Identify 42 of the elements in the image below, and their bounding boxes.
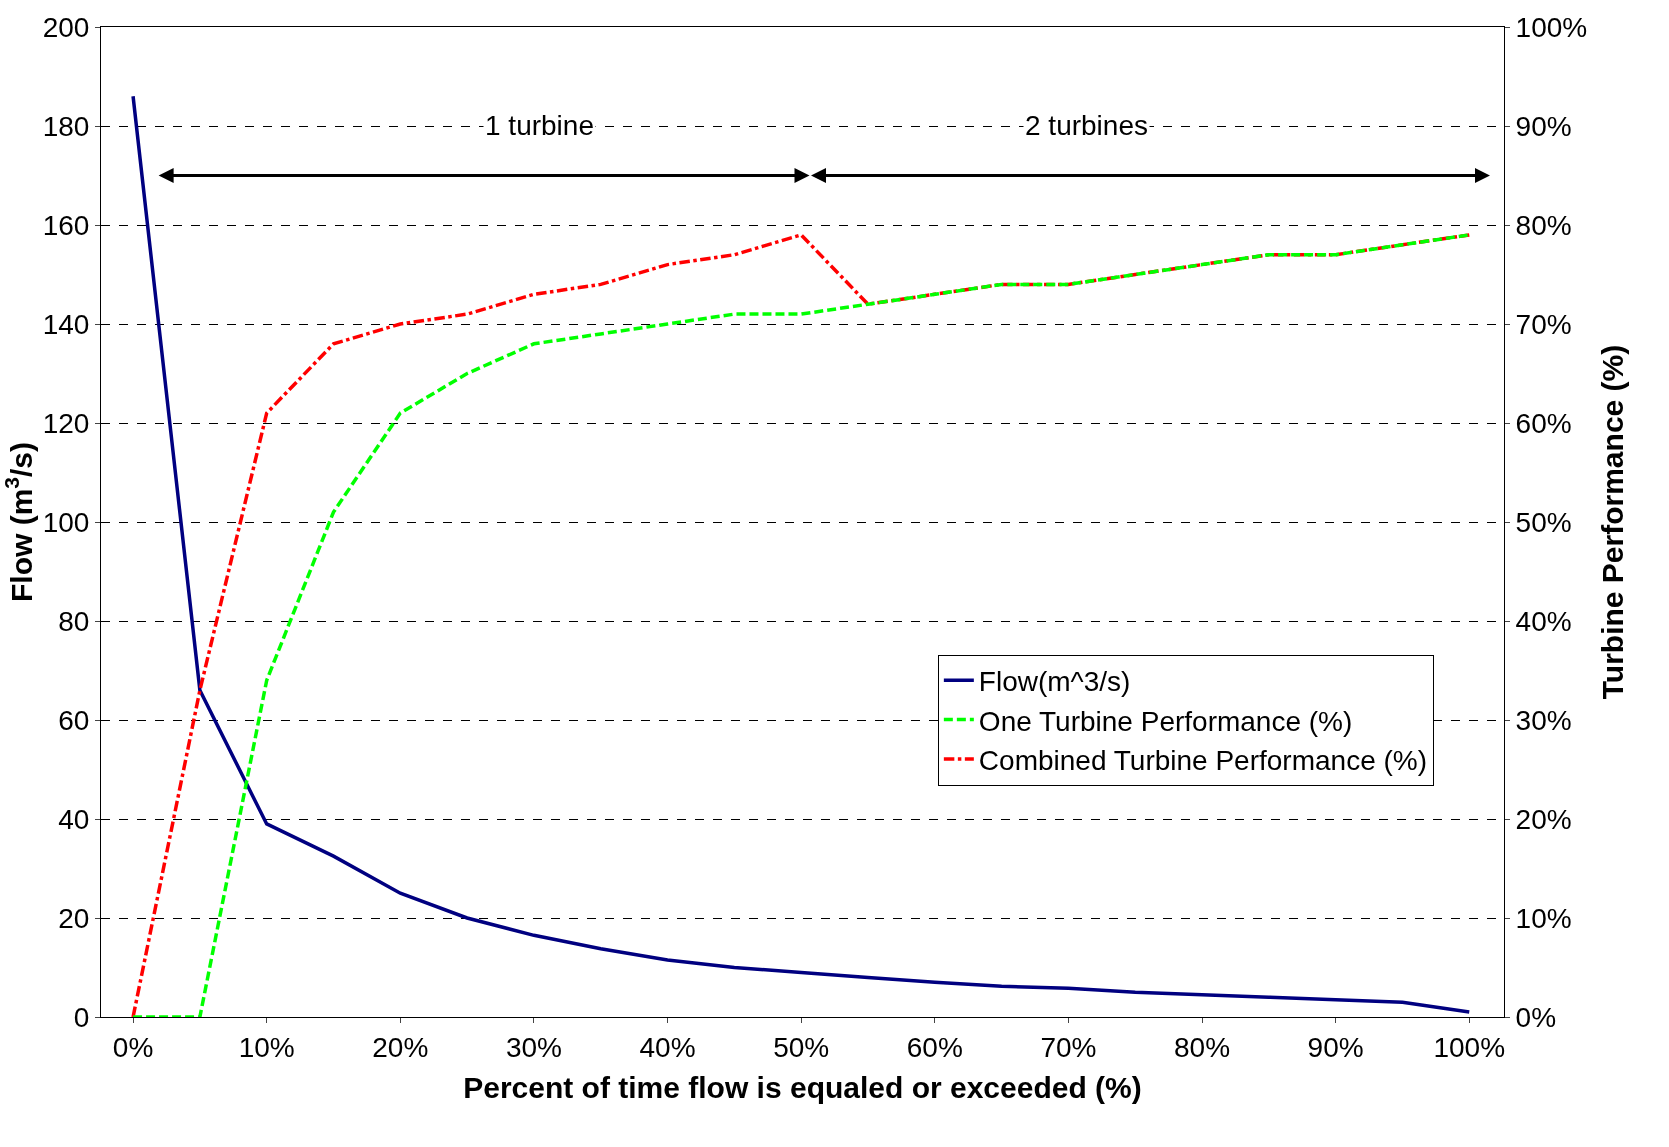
- y2-tick-label: 20%: [1515, 803, 1572, 835]
- y2-tick-label: 70%: [1515, 308, 1572, 340]
- y2-tick-label: 50%: [1515, 506, 1572, 538]
- y2-axis-title: Turbine Performance (%): [1595, 344, 1629, 700]
- y-tick-label: 100: [42, 506, 90, 538]
- x-tick-label: 80%: [1174, 1031, 1231, 1063]
- x-tick-label: 50%: [773, 1031, 830, 1063]
- y2-tick-label: 60%: [1515, 407, 1572, 439]
- y-tick-label: 200: [42, 11, 90, 43]
- line-series: [131, 233, 1472, 1017]
- x-tick-label: 70%: [1040, 1031, 1097, 1063]
- legend-label: Flow(m^3/s): [978, 666, 1131, 698]
- x-tick-label: 100%: [1433, 1031, 1506, 1063]
- legend-label: Combined Turbine Performance (%): [978, 744, 1428, 776]
- y2-tick-label: 10%: [1515, 902, 1572, 934]
- x-tick-label: 90%: [1307, 1031, 1364, 1063]
- y-tick-label: 180: [42, 110, 90, 142]
- y2-tick-label: 90%: [1515, 110, 1572, 142]
- y-tick-label: 140: [42, 308, 90, 340]
- y-tick-label: 120: [42, 407, 90, 439]
- y2-tick-label: 100%: [1515, 11, 1588, 43]
- x-tick-label: 10%: [238, 1031, 295, 1063]
- y-tick-label: 0: [73, 1001, 90, 1033]
- x-tick-label: 30%: [505, 1031, 562, 1063]
- y2-tick-label: 40%: [1515, 605, 1572, 637]
- y-tick-label: 40: [58, 803, 90, 835]
- y-tick-label: 80: [58, 605, 90, 637]
- x-tick-label: 0%: [112, 1031, 154, 1063]
- y-tick-label: 60: [58, 704, 90, 736]
- x-axis-title: Percent of time flow is equaled or exceeded (%): [463, 1071, 1142, 1105]
- line-series: [131, 94, 1472, 1014]
- y2-tick-label: 30%: [1515, 704, 1572, 736]
- annotation: 1 turbine: [485, 110, 594, 141]
- y-tick-label: 20: [58, 902, 90, 934]
- x-tick-label: 40%: [639, 1031, 696, 1063]
- y2-tick-label: 80%: [1515, 209, 1572, 241]
- legend-label: One Turbine Performance (%): [978, 705, 1353, 737]
- annotation: 2 turbines: [1025, 110, 1148, 141]
- x-tick-label: 60%: [906, 1031, 963, 1063]
- y-tick-label: 160: [42, 209, 90, 241]
- y2-tick-label: 0%: [1515, 1001, 1557, 1033]
- x-tick-label: 20%: [372, 1031, 429, 1063]
